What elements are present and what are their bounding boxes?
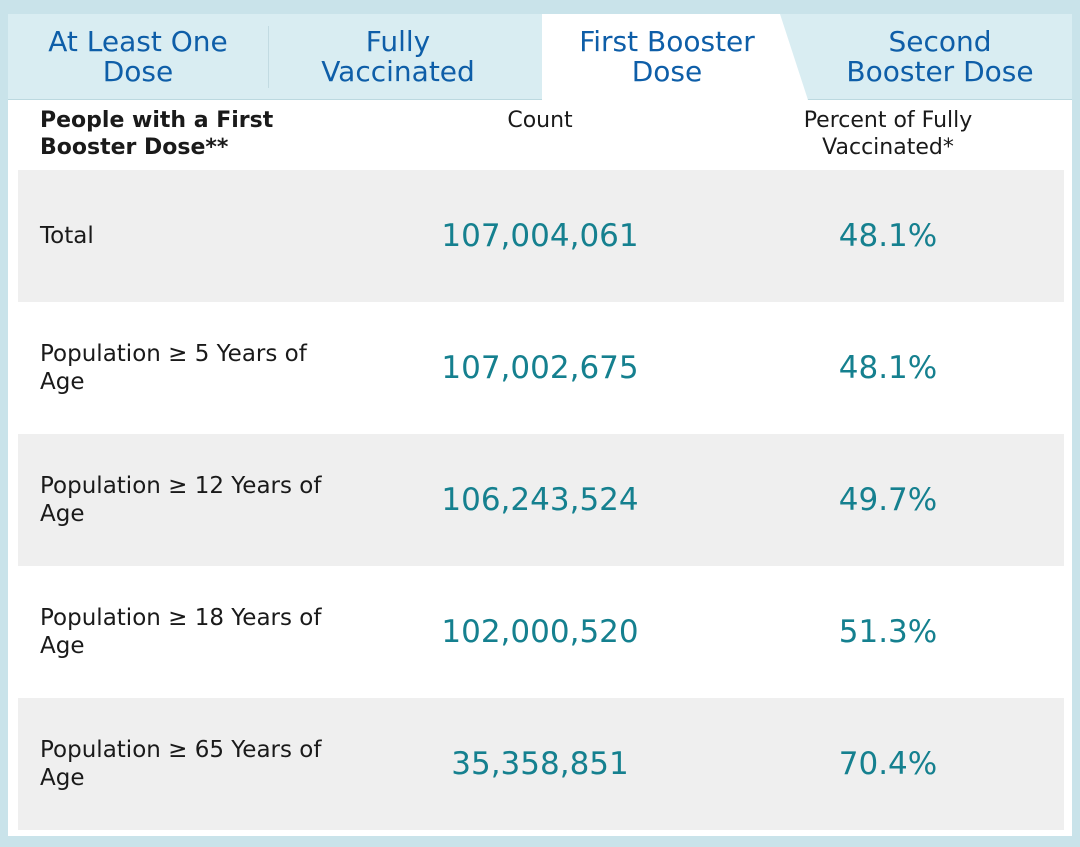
row-label: Population ≥ 12 Years of Age [40, 473, 322, 527]
table-row: Total 107,004,061 48.1% [18, 170, 1064, 302]
row-count: 102,000,520 [441, 614, 639, 650]
row-percent: 48.1% [838, 350, 938, 386]
row-label: Population ≥ 5 Years of Age [40, 341, 307, 395]
table-header: People with a First Booster Dose** Count… [8, 100, 1072, 170]
vaccination-data-widget: At Least One Dose Fully Vaccinated First… [8, 14, 1072, 836]
tab-fully-vaccinated[interactable]: Fully Vaccinated [268, 14, 528, 100]
data-table-panel: People with a First Booster Dose** Count… [8, 100, 1072, 836]
table-row: Population ≥ 65 Years of Age 35,358,851 … [18, 698, 1064, 830]
table-row: Population ≥ 18 Years of Age 102,000,520… [18, 566, 1064, 698]
tab-label: Fully Vaccinated [321, 25, 475, 88]
tab-bar: At Least One Dose Fully Vaccinated First… [8, 14, 1072, 100]
table-row: Population ≥ 12 Years of Age 106,243,524… [18, 434, 1064, 566]
row-percent: 70.4% [838, 746, 938, 782]
tab-label: At Least One Dose [48, 25, 228, 88]
header-percent: Percent of Fully Vaccinated* [803, 108, 973, 160]
table-row: Population ≥ 5 Years of Age 107,002,675 … [18, 302, 1064, 434]
header-count: Count [507, 108, 573, 133]
tab-label: First Booster Dose [579, 25, 755, 88]
tab-second-booster-dose[interactable]: Second Booster Dose [808, 14, 1072, 100]
row-count: 35,358,851 [451, 746, 629, 782]
row-percent: 51.3% [838, 614, 938, 650]
tab-first-booster-dose[interactable]: First Booster Dose [542, 14, 792, 100]
row-count: 107,004,061 [441, 218, 639, 254]
row-percent: 48.1% [838, 218, 938, 254]
header-label: People with a First Booster Dose** [40, 108, 274, 160]
active-tab-background [542, 14, 808, 100]
tab-divider [268, 26, 269, 88]
table-body: Total 107,004,061 48.1% Population ≥ 5 Y… [18, 170, 1064, 830]
row-label: Population ≥ 65 Years of Age [40, 737, 322, 791]
row-count: 107,002,675 [441, 350, 639, 386]
row-count: 106,243,524 [441, 482, 639, 518]
tab-at-least-one-dose[interactable]: At Least One Dose [8, 14, 268, 100]
row-percent: 49.7% [838, 482, 938, 518]
row-label: Population ≥ 18 Years of Age [40, 605, 322, 659]
tab-label: Second Booster Dose [846, 25, 1034, 88]
row-label: Total [40, 223, 94, 249]
